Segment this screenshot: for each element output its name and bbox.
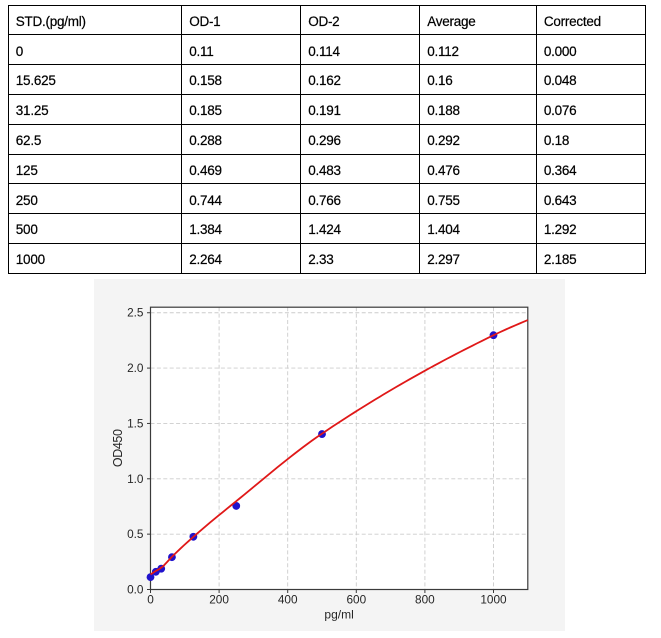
svg-text:400: 400 — [278, 593, 298, 607]
svg-text:0.0: 0.0 — [127, 583, 144, 597]
svg-text:0: 0 — [147, 593, 154, 607]
svg-text:1.0: 1.0 — [127, 472, 144, 486]
svg-text:pg/ml: pg/ml — [324, 608, 353, 622]
svg-text:600: 600 — [346, 593, 366, 607]
svg-text:800: 800 — [415, 593, 435, 607]
svg-text:1.5: 1.5 — [127, 416, 144, 430]
svg-text:2.5: 2.5 — [127, 306, 144, 320]
svg-text:0.5: 0.5 — [127, 527, 144, 541]
svg-text:1000: 1000 — [480, 593, 507, 607]
svg-text:OD450: OD450 — [111, 429, 125, 467]
svg-text:200: 200 — [209, 593, 229, 607]
svg-text:2.0: 2.0 — [127, 361, 144, 375]
